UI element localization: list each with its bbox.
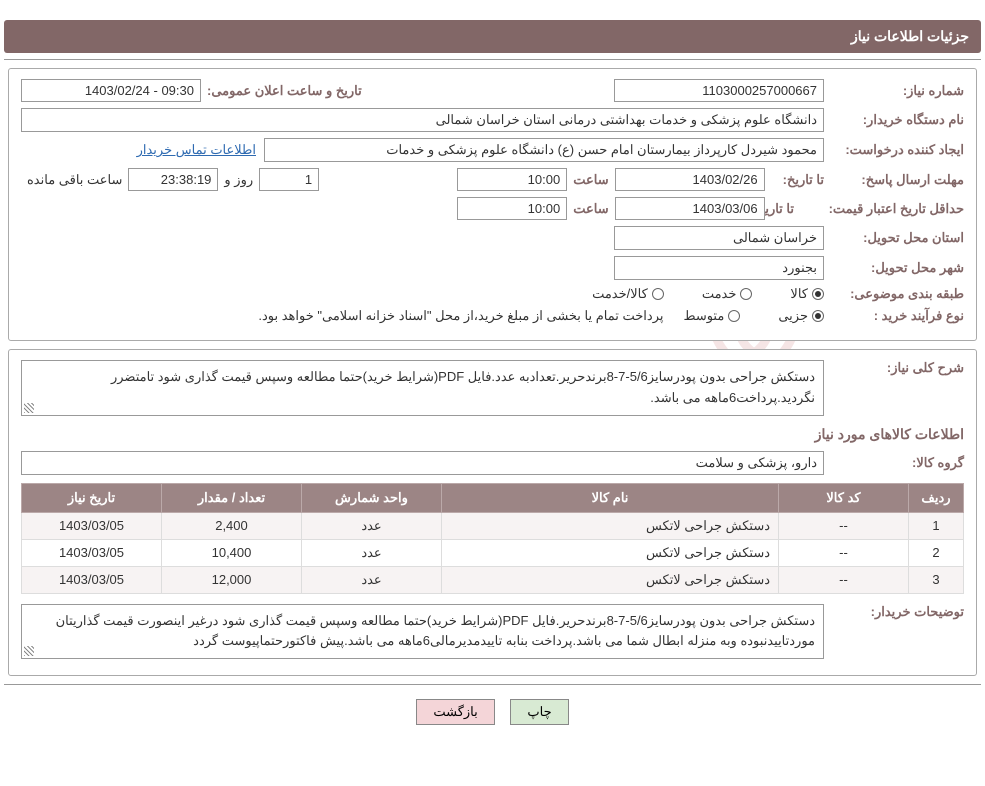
cell-date: 1403/03/05: [22, 512, 162, 539]
group-label: گروه کالا:: [824, 455, 964, 471]
items-table: ردیف کد کالا نام کالا واحد شمارش تعداد /…: [21, 483, 964, 594]
province: خراسان شمالی: [614, 226, 824, 250]
countdown: 23:38:19: [128, 168, 218, 191]
days-and-label: روز و: [218, 172, 259, 188]
radio-goods-service[interactable]: [652, 288, 664, 300]
divider: [4, 59, 981, 60]
cell-unit: عدد: [302, 512, 442, 539]
need-info-panel: شماره نیاز: 1103000257000667 تاریخ و ساع…: [8, 68, 977, 341]
cell-code: --: [779, 512, 909, 539]
need-number: 1103000257000667: [614, 79, 824, 102]
buyer-note-text: دستکش جراحی بدون پودرسایز5/6-7-8برندحریر…: [56, 613, 815, 649]
radio-goods[interactable]: [812, 288, 824, 300]
radio-service[interactable]: [740, 288, 752, 300]
announce-label: تاریخ و ساعت اعلان عمومی:: [201, 83, 368, 99]
button-row: چاپ بازگشت: [0, 691, 985, 725]
detail-panel: شرح کلی نیاز: دستکش جراحی بدون پودرسایز5…: [8, 349, 977, 676]
cell-row: 2: [909, 539, 964, 566]
price-valid-label: حداقل تاریخ اعتبار قیمت:: [794, 201, 964, 217]
cell-qty: 12,000: [162, 566, 302, 593]
th-unit: واحد شمارش: [302, 483, 442, 512]
th-row: ردیف: [909, 483, 964, 512]
process-note: پرداخت تمام یا بخشی از مبلغ خرید،از محل …: [258, 308, 683, 324]
th-date: تاریخ نیاز: [22, 483, 162, 512]
city: بجنورد: [614, 256, 824, 280]
buyer-note-label: توضیحات خریدار:: [824, 604, 964, 620]
radio-medium[interactable]: [728, 310, 740, 322]
divider: [4, 684, 981, 685]
table-row: 3--دستکش جراحی لاتکسعدد12,0001403/03/05: [22, 566, 964, 593]
announce-value: 09:30 - 1403/02/24: [21, 79, 201, 102]
cell-unit: عدد: [302, 566, 442, 593]
city-label: شهر محل تحویل:: [824, 260, 964, 276]
general-desc: دستکش جراحی بدون پودرسایز5/6-7-8برندحریر…: [21, 360, 824, 416]
items-section-title: اطلاعات کالاهای مورد نیاز: [21, 426, 964, 443]
radio-goods-service-label: کالا/خدمت: [592, 286, 648, 302]
buyer-contact-link[interactable]: اطلاعات تماس خریدار: [137, 142, 264, 158]
back-button[interactable]: بازگشت: [416, 699, 494, 725]
cell-row: 3: [909, 566, 964, 593]
print-button[interactable]: چاپ: [510, 699, 568, 725]
days-remaining: 1: [259, 168, 319, 191]
need-number-label: شماره نیاز:: [824, 83, 964, 99]
group: دارو، پزشکی و سلامت: [21, 451, 824, 475]
cell-name: دستکش جراحی لاتکس: [442, 566, 779, 593]
th-qty: تعداد / مقدار: [162, 483, 302, 512]
until-label: تا تاریخ:: [783, 172, 824, 188]
resize-handle-icon[interactable]: [24, 646, 34, 656]
remaining-label: ساعت باقی مانده: [21, 172, 128, 188]
radio-partial[interactable]: [812, 310, 824, 322]
buyer-name: دانشگاه علوم پزشکی و خدمات بهداشتی درمان…: [21, 108, 824, 132]
radio-medium-label: متوسط: [683, 308, 724, 324]
process-label: نوع فرآیند خرید :: [824, 308, 964, 324]
radio-service-label: خدمت: [702, 286, 737, 302]
deadline-time: 10:00: [457, 168, 567, 191]
page-title-bar: جزئیات اطلاعات نیاز: [4, 20, 981, 53]
general-desc-label: شرح کلی نیاز:: [824, 360, 964, 376]
deadline-label: مهلت ارسال پاسخ:: [824, 172, 964, 188]
time-label-1: ساعت: [567, 172, 614, 188]
category-label: طبقه بندی موضوعی:: [824, 286, 964, 302]
th-name: نام کالا: [442, 483, 779, 512]
cell-name: دستکش جراحی لاتکس: [442, 512, 779, 539]
category-radio-group: کالا خدمت کالا/خدمت: [592, 286, 824, 302]
cell-qty: 10,400: [162, 539, 302, 566]
deadline-date: 1403/02/26: [615, 168, 765, 191]
creator-name: محمود شیردل کارپرداز بیمارستان امام حسن …: [264, 138, 824, 162]
table-row: 1--دستکش جراحی لاتکسعدد2,4001403/03/05: [22, 512, 964, 539]
price-valid-date: 1403/03/06: [615, 197, 765, 220]
cell-name: دستکش جراحی لاتکس: [442, 539, 779, 566]
cell-date: 1403/03/05: [22, 539, 162, 566]
cell-code: --: [779, 539, 909, 566]
province-label: استان محل تحویل:: [824, 230, 964, 246]
buyer-note: دستکش جراحی بدون پودرسایز5/6-7-8برندحریر…: [21, 604, 824, 660]
general-desc-text: دستکش جراحی بدون پودرسایز5/6-7-8برندحریر…: [111, 369, 815, 405]
buyer-label: نام دستگاه خریدار:: [824, 112, 964, 128]
resize-handle-icon[interactable]: [24, 403, 34, 413]
cell-qty: 2,400: [162, 512, 302, 539]
radio-partial-label: جزیی: [778, 308, 808, 324]
radio-goods-label: کالا: [790, 286, 808, 302]
th-code: کد کالا: [779, 483, 909, 512]
cell-unit: عدد: [302, 539, 442, 566]
table-row: 2--دستکش جراحی لاتکسعدد10,4001403/03/05: [22, 539, 964, 566]
cell-code: --: [779, 566, 909, 593]
time-label-2: ساعت: [567, 201, 614, 217]
process-radio-group: جزیی متوسط: [683, 308, 824, 324]
price-valid-time: 10:00: [457, 197, 567, 220]
cell-row: 1: [909, 512, 964, 539]
creator-label: ایجاد کننده درخواست:: [824, 142, 964, 158]
cell-date: 1403/03/05: [22, 566, 162, 593]
page-title: جزئیات اطلاعات نیاز: [851, 28, 969, 44]
